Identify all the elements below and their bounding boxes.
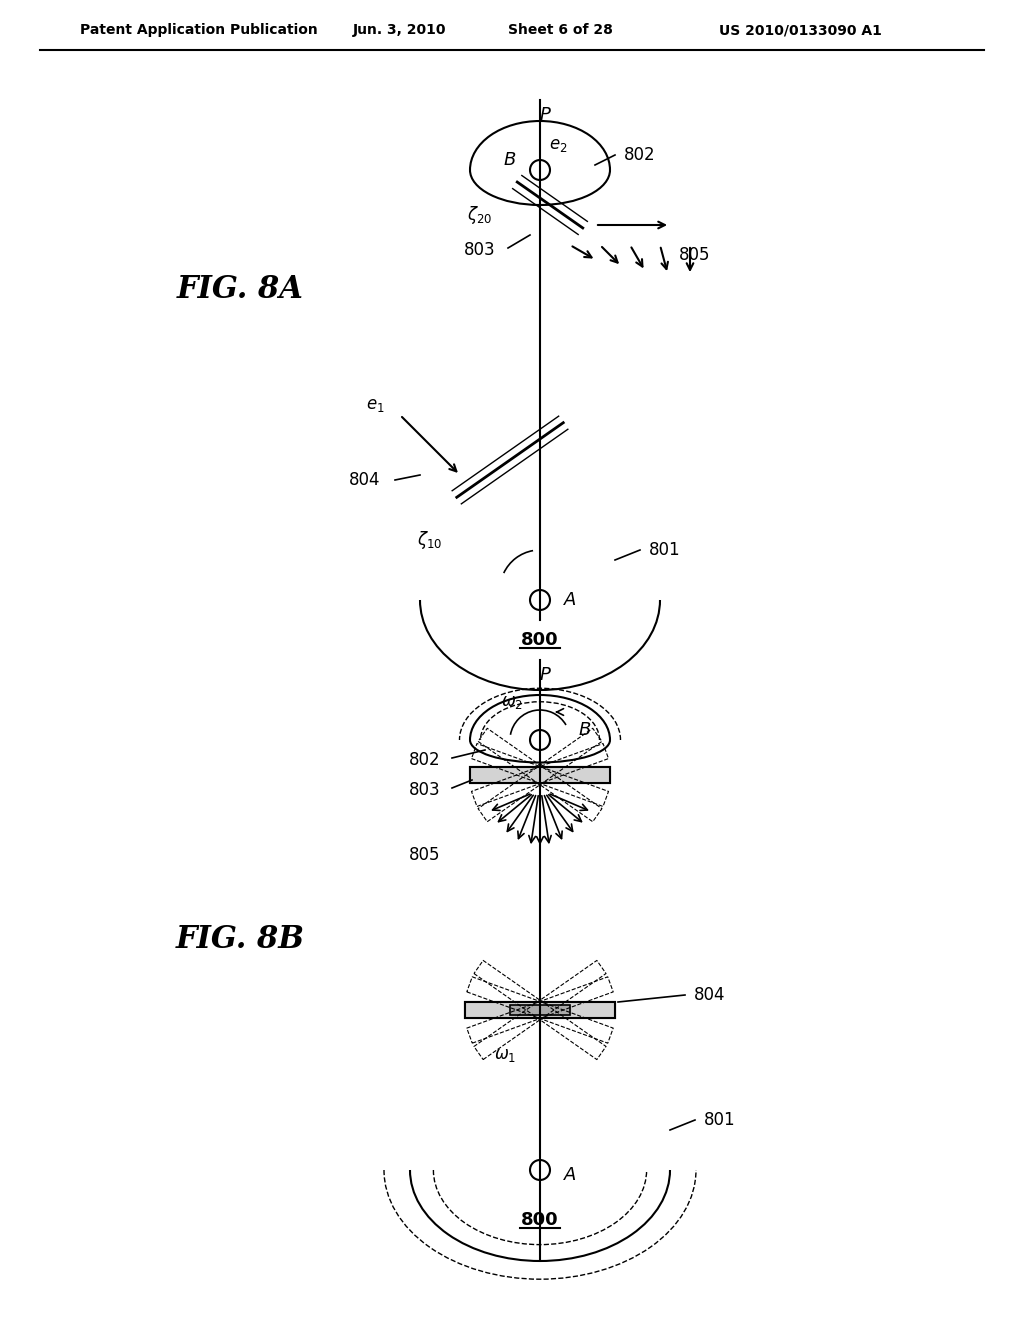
Text: 801: 801: [705, 1111, 736, 1129]
Text: US 2010/0133090 A1: US 2010/0133090 A1: [719, 22, 882, 37]
Text: FIG. 8A: FIG. 8A: [176, 275, 303, 305]
Text: B: B: [579, 721, 591, 739]
Bar: [470, 767, 610, 783]
Text: 803: 803: [410, 781, 440, 799]
Text: A: A: [564, 591, 577, 609]
Bar: [510, 1005, 570, 1015]
Bar: [465, 1002, 615, 1018]
Text: 805: 805: [679, 246, 711, 264]
Text: $e_1$: $e_1$: [366, 396, 384, 414]
Text: 801: 801: [649, 541, 681, 558]
Text: B: B: [504, 150, 516, 169]
Text: 804: 804: [349, 471, 381, 488]
Bar: [470, 767, 610, 783]
Text: $e_2$: $e_2$: [549, 136, 567, 154]
Text: Jun. 3, 2010: Jun. 3, 2010: [353, 22, 446, 37]
Text: $\zeta_{10}$: $\zeta_{10}$: [418, 529, 442, 550]
Bar: [465, 1002, 615, 1018]
Text: 802: 802: [625, 147, 655, 164]
Text: 804: 804: [694, 986, 726, 1005]
Text: $\omega_2$: $\omega_2$: [501, 693, 523, 711]
Bar: [470, 767, 610, 783]
Bar: [465, 1002, 615, 1018]
Text: Patent Application Publication: Patent Application Publication: [80, 22, 317, 37]
Text: 805: 805: [410, 846, 440, 865]
Text: 800: 800: [521, 1210, 559, 1229]
Text: 800: 800: [521, 631, 559, 649]
Text: A: A: [564, 1166, 577, 1184]
Text: P: P: [540, 667, 551, 684]
Text: P: P: [540, 106, 551, 124]
Text: FIG. 8B: FIG. 8B: [175, 924, 304, 956]
Text: 803: 803: [464, 242, 496, 259]
Text: 802: 802: [410, 751, 440, 770]
Text: $\zeta_{20}$: $\zeta_{20}$: [467, 205, 493, 226]
Text: $\omega_1$: $\omega_1$: [494, 1045, 516, 1064]
Bar: [510, 1005, 570, 1015]
Text: Sheet 6 of 28: Sheet 6 of 28: [508, 22, 612, 37]
